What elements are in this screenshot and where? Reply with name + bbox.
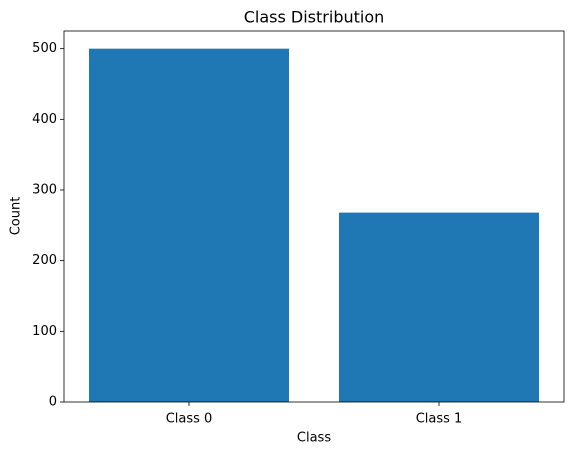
bar bbox=[339, 212, 539, 402]
chart-title: Class Distribution bbox=[244, 8, 385, 27]
y-tick-label: 300 bbox=[32, 183, 57, 198]
axes-frame bbox=[63, 30, 565, 403]
x-tick-label: Class 0 bbox=[166, 412, 213, 427]
bar bbox=[89, 48, 289, 403]
y-tick-label: 100 bbox=[32, 324, 57, 339]
y-tick-label: 500 bbox=[32, 41, 57, 56]
x-axis-label: Class bbox=[297, 431, 331, 446]
x-tick-label: Class 1 bbox=[416, 412, 463, 427]
y-tick-label: 400 bbox=[32, 112, 57, 127]
y-axis-label: Count bbox=[9, 197, 24, 236]
y-tick-label: 200 bbox=[32, 253, 57, 268]
y-tick-label: 0 bbox=[49, 395, 57, 410]
